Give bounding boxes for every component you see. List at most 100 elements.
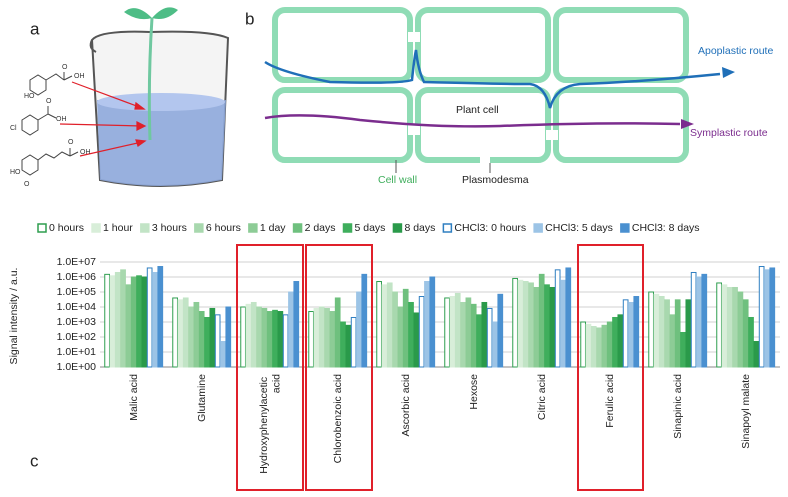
bar (533, 286, 540, 368)
bar (256, 306, 262, 368)
apoplastic-route (264, 49, 721, 109)
bar (334, 297, 341, 368)
bar (397, 306, 404, 368)
bar (653, 293, 660, 368)
legend-label: CHCl3: 8 days (632, 222, 700, 234)
legend-swatch (91, 223, 101, 233)
bar (214, 314, 221, 368)
legend-label: 8 days (404, 222, 435, 234)
bar (622, 299, 629, 368)
legend-swatch (292, 223, 303, 233)
bar (340, 321, 346, 368)
bar (288, 291, 294, 368)
bar (633, 296, 640, 368)
atom-label: O (24, 181, 30, 188)
y-axis-label: Signal intensity / a.u. (8, 268, 20, 365)
x-tick-label: Malic acid (128, 374, 140, 421)
atom-label: O (46, 98, 52, 105)
y-tick-label: 1.0E+04 (57, 301, 97, 313)
bar (481, 301, 488, 368)
cell-label: Plant cell (456, 104, 499, 116)
bar (240, 306, 246, 368)
bar (225, 306, 232, 368)
wall-label: Cell wall (378, 174, 417, 186)
y-tick-label: 1.0E+05 (57, 286, 97, 298)
legend-label: 3 hours (152, 222, 187, 234)
bar (182, 297, 189, 368)
legend-label: 0 hours (49, 222, 84, 234)
bar (356, 291, 362, 368)
bar (726, 286, 733, 368)
bar (376, 281, 382, 368)
route-label: Apoplastic route (698, 45, 773, 57)
legend-swatch (140, 223, 150, 233)
atom-label: HO (24, 93, 35, 100)
bar (172, 297, 178, 368)
bar (549, 286, 556, 368)
x-tick-label: Hydroxyphenylacetic acid (258, 374, 282, 474)
bar (764, 269, 770, 368)
bar (198, 311, 205, 368)
bar (690, 271, 697, 368)
bar (742, 299, 749, 368)
bar (601, 324, 608, 368)
bar (146, 267, 153, 368)
atom-label: O (68, 139, 74, 146)
bar (606, 321, 613, 368)
bar (753, 341, 760, 368)
bar (560, 279, 566, 368)
y-tick-label: 1.0E+01 (57, 346, 97, 358)
x-tick-label: Sinapinic acid (672, 374, 684, 439)
x-tick-label: Ascorbic acid (400, 374, 412, 437)
bar (612, 316, 618, 368)
legend-label: CHCl3: 0 hours (454, 222, 526, 234)
bar (585, 323, 592, 368)
bar (648, 291, 654, 368)
bar (470, 303, 477, 368)
bar (444, 297, 450, 368)
bar (465, 297, 472, 368)
bar (408, 301, 414, 368)
bar (758, 266, 765, 368)
x-tick-label: Citric acid (536, 374, 548, 420)
symplastic-route (264, 114, 681, 128)
y-tick-label: 1.0E+07 (57, 256, 97, 268)
x-tick-label: Hexose (468, 374, 480, 410)
bar (120, 269, 126, 368)
atom-label: O (62, 64, 68, 71)
bar (245, 303, 252, 368)
x-tick-label: Ferulic acid (604, 374, 616, 428)
legend-swatch (342, 223, 353, 233)
bar (282, 314, 289, 368)
bar (486, 307, 493, 368)
bar (413, 312, 420, 368)
y-tick-label: 1.0E+03 (57, 316, 97, 328)
bar (109, 275, 116, 368)
bar (517, 279, 524, 368)
bar (193, 301, 200, 368)
bar (748, 316, 754, 368)
bar (277, 311, 284, 368)
atom-label: Cl (10, 125, 17, 132)
bar (580, 321, 586, 368)
bar (664, 299, 670, 368)
bar (152, 271, 158, 368)
bar (157, 266, 164, 368)
bar (554, 269, 561, 368)
bar (424, 281, 430, 368)
legend-label: 1 hour (103, 222, 133, 234)
bar (209, 307, 216, 368)
bar (293, 281, 300, 368)
legend-label: CHCl3: 5 days (545, 222, 613, 234)
legend-swatch (442, 223, 453, 233)
bar (261, 307, 268, 368)
bar (696, 276, 702, 368)
bar (565, 267, 572, 368)
bar (449, 296, 456, 368)
bar (522, 281, 529, 368)
x-tick-label: Sinapoyl malate (740, 374, 752, 449)
legend-swatch (533, 223, 543, 233)
atom-label: OH (80, 149, 91, 156)
molecules (21, 72, 79, 176)
